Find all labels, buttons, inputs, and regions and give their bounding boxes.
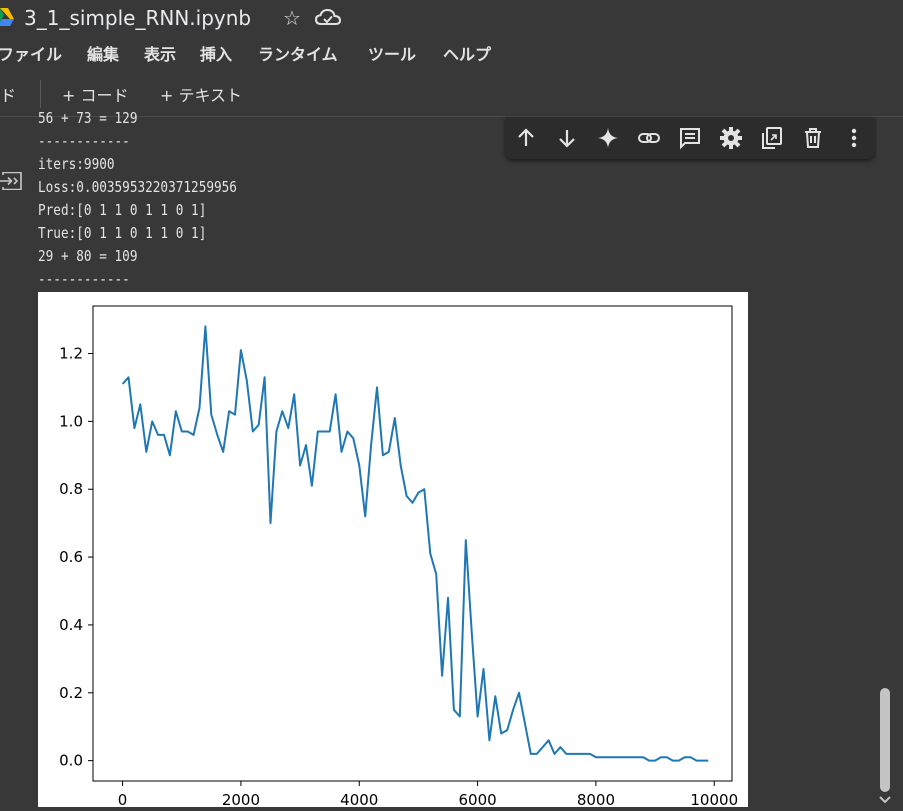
y-tick-label: 0.4 (59, 616, 83, 634)
menu-tools[interactable]: ツール (368, 45, 417, 64)
x-tick-label: 2000 (222, 791, 260, 807)
y-tick-label: 1.2 (59, 345, 83, 363)
menu-runtime[interactable]: ランタイム (258, 45, 338, 64)
plot-frame (92, 305, 733, 782)
x-tick-label: 8000 (577, 791, 615, 807)
y-tick-label: 0.6 (59, 548, 83, 566)
menu-help[interactable]: ヘルプ (443, 45, 492, 64)
output-true: True:[0 1 1 0 1 1 0 1] (38, 224, 207, 242)
output-separator: ------------ (38, 132, 130, 150)
sparkle-icon[interactable] (595, 125, 621, 151)
x-tick-label: 0 (118, 791, 128, 807)
trash-icon[interactable] (800, 125, 826, 151)
menu-edit[interactable]: 編集 (87, 45, 120, 64)
y-tick-label: 0.8 (59, 480, 83, 498)
axes-ticks: 0 2000 4000 6000 8000 10000 0.0 0.2 0.4 0.6 0.8 1.0… (59, 345, 738, 810)
x-tick-label: 6000 (458, 791, 496, 807)
arrow-up-icon[interactable] (513, 125, 539, 151)
add-text-button[interactable]: + テキスト (160, 86, 243, 105)
mirror-cell-icon[interactable] (759, 125, 785, 151)
notebook-title[interactable]: 3_1_simple_RNN.ipynb (24, 6, 252, 30)
toolbar-divider (40, 80, 41, 108)
scroll-down-icon[interactable] (879, 796, 891, 804)
arrow-down-icon[interactable] (554, 125, 580, 151)
gear-icon[interactable] (718, 125, 744, 151)
output-toggle-icon[interactable] (0, 172, 22, 190)
output-pred: Pred:[0 1 1 0 1 1 0 1] (38, 201, 207, 219)
toolbar: ド + コード + テキスト (0, 72, 903, 117)
comment-icon[interactable] (677, 125, 703, 151)
more-vert-icon[interactable] (841, 125, 867, 151)
output-sum: 29 + 80 = 109 (38, 247, 138, 265)
link-icon[interactable] (636, 125, 662, 151)
output-line-partial: 56 + 73 = 129 (38, 109, 138, 123)
line-chart: 0 2000 4000 6000 8000 10000 0.0 0.2 0.4 0.6 0.8 1.0… (59, 305, 738, 810)
title-bar: 3_1_simple_RNN.ipynb ☆ (0, 0, 903, 38)
toolbar-partial-label[interactable]: ド (0, 86, 17, 105)
x-tick-label: 4000 (340, 791, 378, 807)
y-tick-label: 1.0 (59, 412, 83, 430)
menu-bar: ファイル 編集 表示 挿入 ランタイム ツール ヘルプ (0, 38, 903, 66)
output-iters: iters:9900 (38, 155, 115, 173)
menu-insert[interactable]: 挿入 (200, 45, 233, 64)
output-loss: Loss:0.0035953220371259956 (38, 178, 237, 196)
y-tick-label: 0.0 (59, 752, 83, 770)
menu-view[interactable]: 表示 (144, 45, 177, 64)
plot-output: 0 2000 4000 6000 8000 10000 0.0 0.2 0.4 0.6 0.8 1.0… (38, 292, 748, 810)
drive-logo-icon (0, 8, 14, 26)
cell-toolbar (505, 117, 875, 159)
y-tick-label: 0.2 (59, 684, 83, 702)
x-tick-label: 10000 (690, 791, 738, 807)
star-icon[interactable]: ☆ (283, 6, 301, 30)
menu-file[interactable]: ファイル (0, 45, 63, 64)
cloud-icon[interactable] (314, 7, 342, 29)
scrollbar-thumb[interactable] (880, 688, 890, 792)
loss-series-line (121, 325, 709, 762)
output-separator-bottom: ------------ (38, 270, 130, 284)
add-code-button[interactable]: + コード (62, 86, 129, 105)
